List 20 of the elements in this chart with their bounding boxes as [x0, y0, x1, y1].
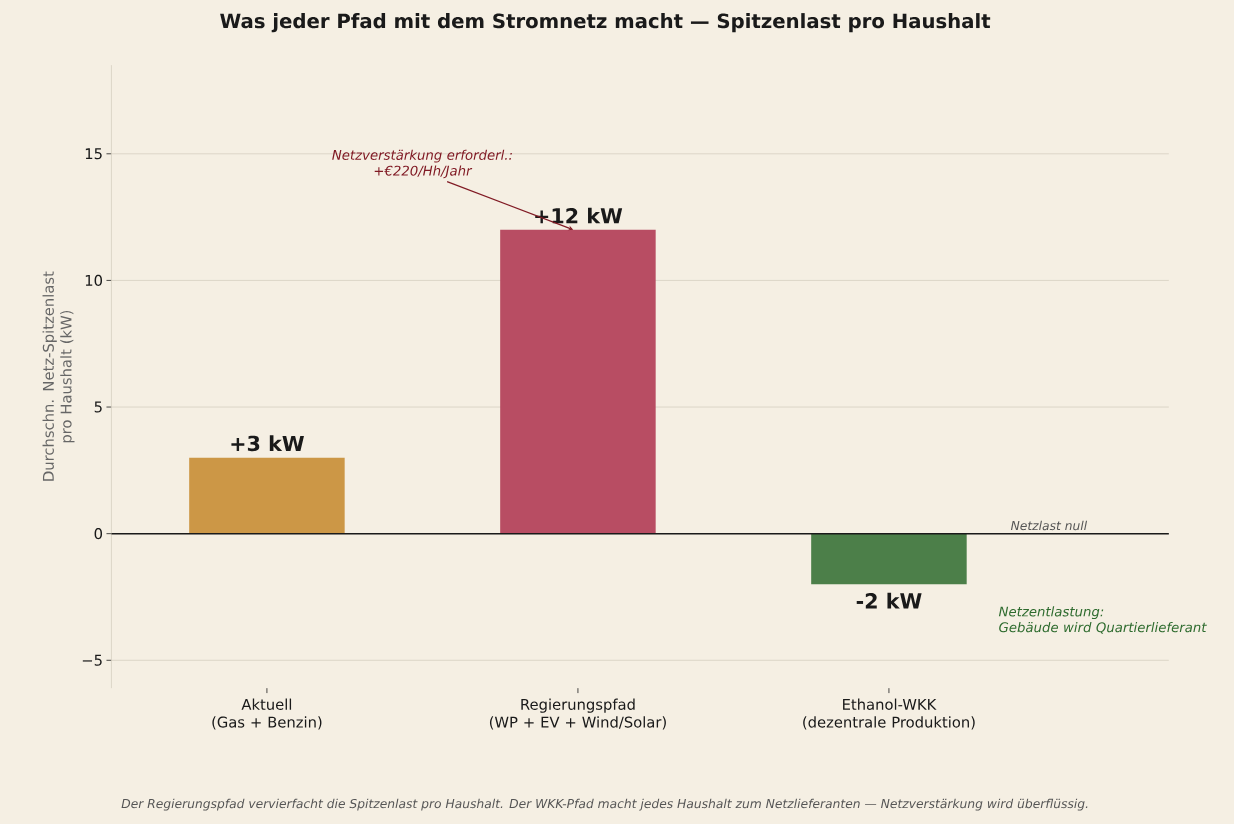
bar — [500, 229, 656, 534]
y-tick-label: −5 — [82, 654, 102, 666]
x-tick-label: Regierungspfad (WP + EV + Wind/Solar) — [489, 698, 666, 730]
annotation: Netzentlastung: Gebäude wird Quartierlieferant — [998, 606, 1207, 634]
annotation: Netzverstärkung erforderl.: +€220/Hh/Jahr — [332, 149, 512, 178]
y-tick-label: 10 — [85, 274, 103, 286]
text: Der Regierungspfad vervierfacht die Spitzenlast pro Haushalt. Der WKK-Pfad macht jedes Haushalt zum Netzlieferanten — Netzverstärkung wird überflüssig. — [121, 798, 1088, 811]
x-tick-label: Aktuell (Gas + Benzin) — [212, 698, 322, 730]
y-tick-label: 5 — [94, 401, 102, 413]
bar — [811, 533, 967, 585]
data-label: +12 kW — [535, 207, 623, 224]
chart-title: Was jeder Pfad mit dem Stromnetz macht — Spitzenlast pro Haushalt — [220, 12, 991, 33]
bar — [189, 457, 345, 534]
x-tick-label: Ethanol-WKK (dezentrale Produktion) — [803, 698, 975, 730]
y-axis-title: Durchschn. Netz-Spitzenlast pro Haushalt (kW) — [42, 271, 75, 481]
y-tick-label: 15 — [85, 148, 102, 160]
data-label: -2 kW — [856, 592, 922, 609]
ref-line-label: Netzlast null — [1010, 520, 1088, 530]
data-label: +3 kW — [231, 435, 304, 452]
y-tick-label: 0 — [94, 527, 103, 540]
